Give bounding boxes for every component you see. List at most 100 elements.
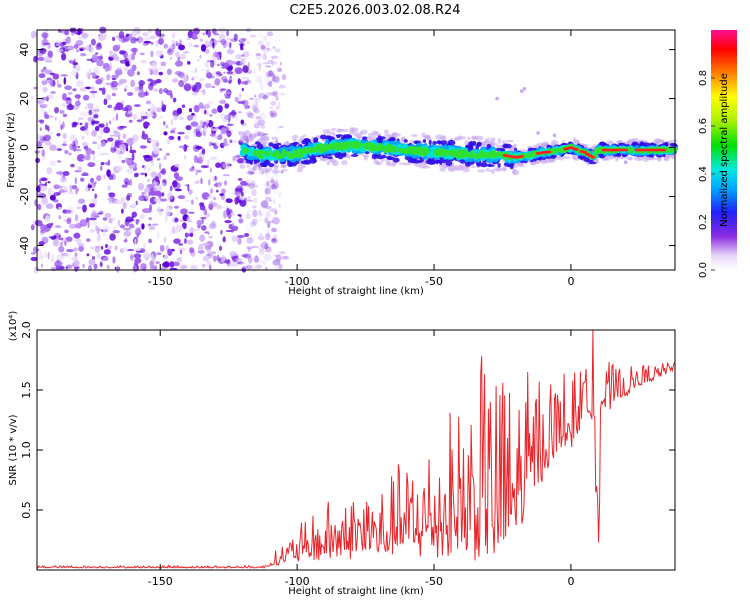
heatmap-ridge-blob (502, 166, 507, 172)
heatmap-noise-blob (64, 29, 70, 36)
heatmap-noise-blob (172, 261, 180, 267)
heatmap-ridge-blob (359, 131, 364, 135)
heatmap-noise-blob (74, 214, 79, 222)
heatmap-noise-blob (268, 48, 273, 52)
heatmap-noise-blob (274, 258, 282, 264)
heatmap-noise-blob (238, 195, 246, 201)
colorbar-tick-label: 0.6 (698, 118, 709, 134)
heatmap-noise-blob (258, 209, 262, 215)
heatmap-noise-blob (186, 186, 190, 190)
snr-y-tick-label: 1.0 (20, 441, 33, 459)
heatmap-noise-blob (195, 168, 198, 176)
heatmap-ridge-blob (467, 154, 476, 159)
heatmap-noise-blob (265, 60, 271, 64)
heatmap-noise-blob (241, 87, 244, 92)
heatmap-noise-blob (149, 188, 153, 194)
heatmap-noise-blob (242, 65, 249, 73)
heatmap-noise-blob (128, 110, 133, 114)
heatmap-ridge-blob (291, 134, 299, 139)
heatmap-noise-blob (174, 188, 182, 192)
heatmap-noise-blob (209, 264, 212, 271)
heatmap-noise-blob (145, 90, 148, 96)
heatmap-noise-blob (47, 44, 52, 49)
heatmap-ridge-blob (344, 134, 352, 140)
heatmap-noise-blob (58, 246, 65, 253)
heatmap-noise-blob (90, 38, 96, 46)
heatmap-noise-blob (241, 76, 248, 79)
heatmap-noise-blob (251, 264, 259, 273)
heatmap-noise-blob (52, 73, 60, 80)
heatmap-noise-blob (193, 155, 198, 164)
heatmap-noise-blob (190, 121, 199, 127)
heatmap-ridge-blob (623, 160, 628, 164)
heatmap-noise-blob (138, 89, 144, 92)
heatmap-noise-blob (227, 37, 232, 41)
heatmap-noise-blob (193, 27, 200, 35)
heatmap-noise-blob (181, 104, 186, 108)
heatmap-noise-blob (230, 128, 234, 133)
heatmap-ridge-blob (271, 136, 278, 140)
heatmap-noise-blob (189, 247, 195, 254)
heatmap-ridge-blob (373, 159, 379, 164)
heatmap-ridge-blob (459, 159, 466, 164)
heatmap-noise-blob (184, 199, 192, 202)
heatmap-noise-blob (114, 139, 120, 146)
heatmap-noise-blob (186, 114, 193, 121)
heatmap-noise-blob (103, 249, 111, 255)
heatmap-noise-blob (120, 247, 128, 252)
heatmap-noise-blob (43, 78, 46, 82)
heatmap-noise-blob (90, 177, 94, 184)
heatmap-noise-blob (217, 56, 221, 61)
heatmap-noise-blob (46, 77, 52, 81)
heatmap-noise-blob (93, 155, 96, 161)
heatmap-noise-blob (59, 109, 65, 114)
heatmap-ridge-blob (330, 142, 337, 148)
heatmap-noise-blob (271, 237, 275, 241)
heatmap-ridge-blob (447, 150, 455, 156)
heatmap-ridge-blob (244, 149, 251, 153)
heatmap-y-tick-label: -20 (18, 188, 31, 206)
heatmap-noise-blob (170, 118, 173, 125)
heatmap-ridge-blob (667, 147, 671, 153)
snr-background (37, 330, 675, 570)
heatmap-noise-blob (268, 92, 276, 96)
heatmap-noise-blob (157, 231, 160, 239)
heatmap-noise-blob (199, 54, 202, 59)
colorbar-tick-label: 0.0 (698, 262, 709, 278)
heatmap-noise-blob (134, 257, 142, 264)
heatmap-noise-blob (103, 174, 106, 180)
heatmap-ridge-blob (246, 164, 250, 168)
heatmap-noise-blob (212, 41, 215, 49)
heatmap-ridge-blob (244, 137, 251, 141)
heatmap-ridge-blob (460, 136, 466, 140)
heatmap-noise-blob (158, 88, 163, 95)
heatmap-noise-blob (189, 232, 194, 237)
heatmap-noise-blob (210, 60, 215, 68)
heatmap-noise-blob (247, 41, 250, 45)
heatmap-noise-blob (269, 110, 278, 116)
heatmap-noise-blob (204, 41, 211, 46)
heatmap-noise-blob (66, 218, 72, 225)
heatmap-noise-blob (90, 86, 95, 91)
heatmap-frame (36, 29, 676, 271)
heatmap-ridge-blob (368, 132, 375, 137)
heatmap-noise-blob (126, 138, 135, 146)
heatmap-noise-blob (175, 60, 183, 67)
heatmap-noise-blob (270, 78, 277, 81)
heatmap-noise-blob (263, 133, 269, 136)
heatmap-ridge-blob (361, 136, 368, 140)
heatmap-noise-blob (106, 94, 112, 101)
heatmap-ridge-blob (332, 133, 337, 137)
heatmap-noise-blob (189, 227, 195, 235)
heatmap-noise-blob (142, 115, 148, 120)
heatmap-noise-blob (262, 182, 267, 187)
heatmap-noise-blob (46, 167, 53, 175)
heatmap-noise-blob (265, 40, 271, 48)
heatmap-noise-blob (183, 238, 187, 244)
heatmap-ridge-blob (295, 152, 304, 159)
heatmap-noise-blob (70, 163, 75, 168)
heatmap-noise-blob (38, 119, 43, 123)
heatmap-ridge-blob (337, 153, 344, 160)
heatmap-noise-blob (217, 134, 223, 141)
